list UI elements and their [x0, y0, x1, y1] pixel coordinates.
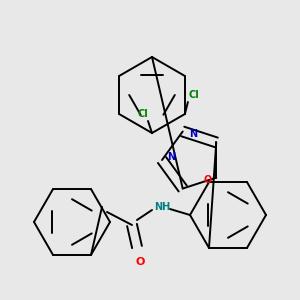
Text: Cl: Cl [137, 109, 148, 119]
Text: N: N [167, 152, 175, 162]
Text: O: O [135, 257, 145, 267]
Text: NH: NH [154, 202, 170, 212]
Text: O: O [203, 175, 211, 184]
Text: Cl: Cl [189, 90, 200, 100]
Text: N: N [189, 130, 197, 140]
